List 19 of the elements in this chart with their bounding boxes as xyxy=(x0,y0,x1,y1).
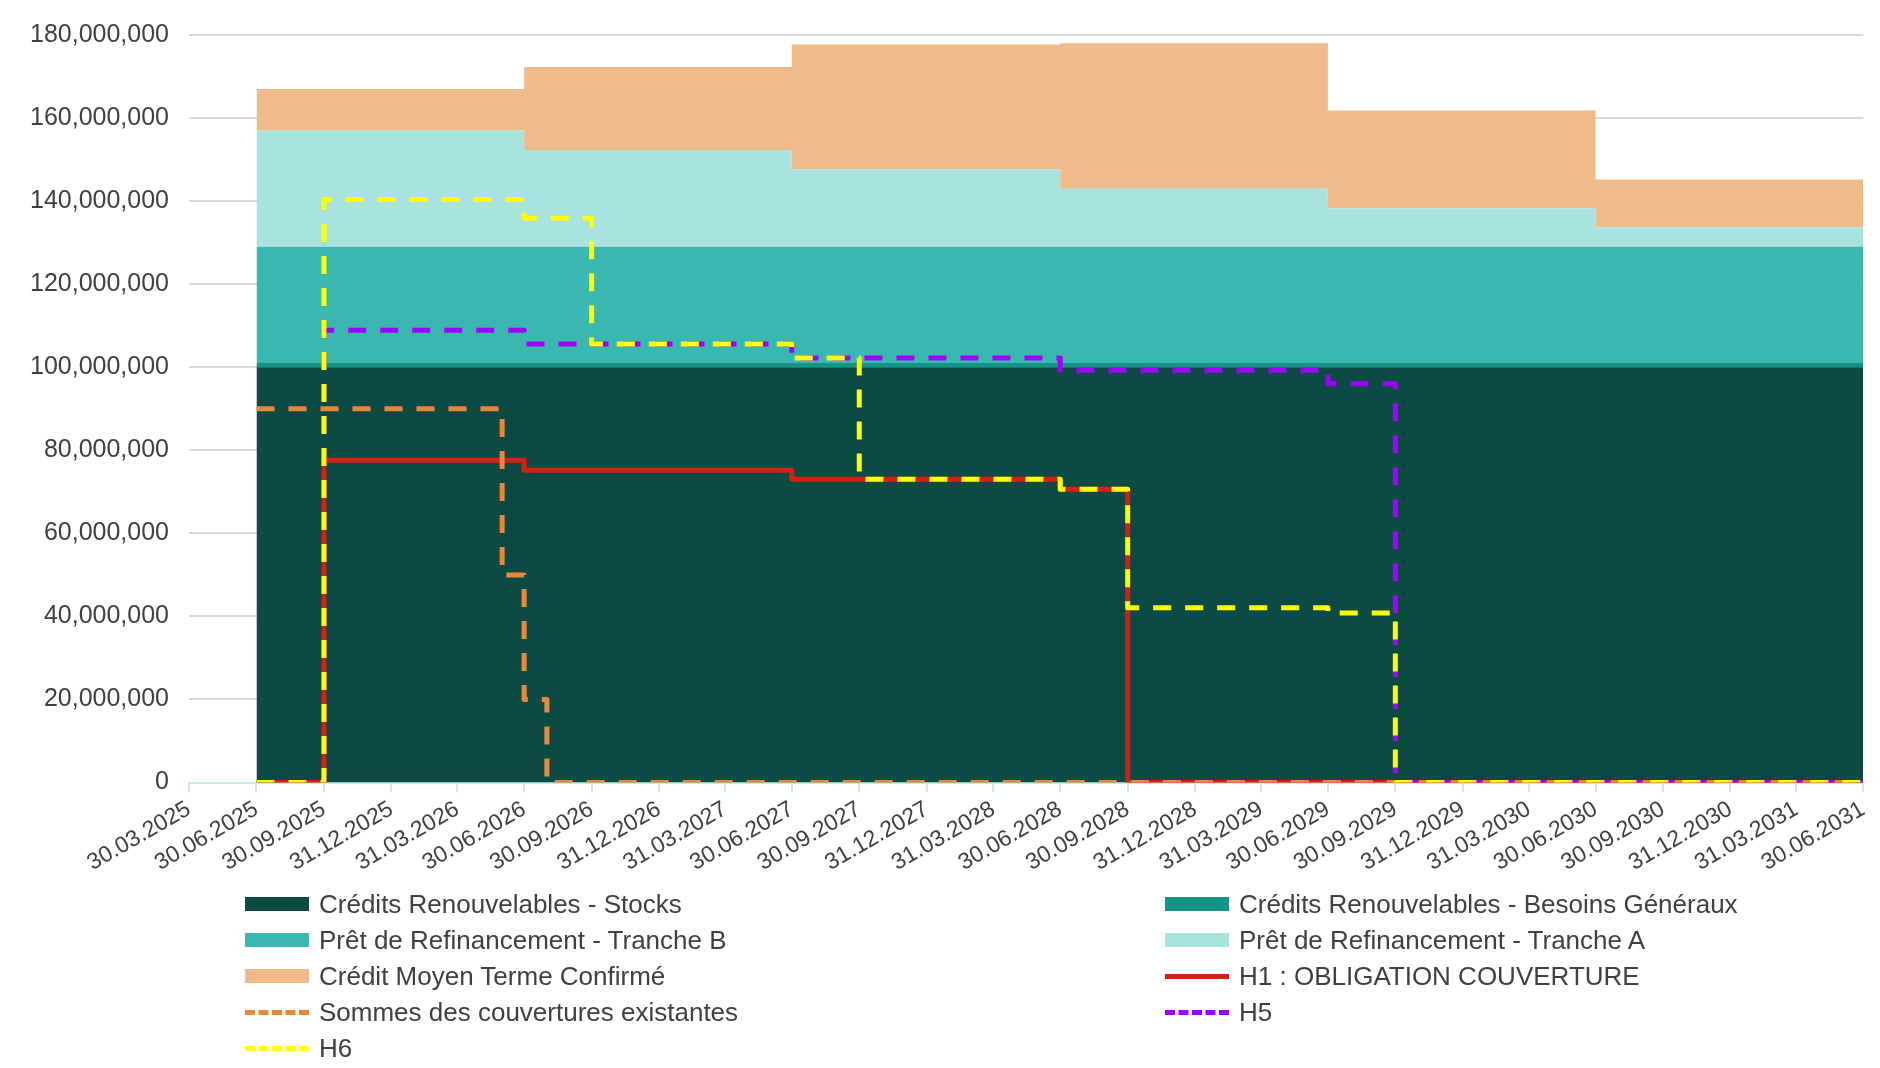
y-tick-label: 180,000,000 xyxy=(29,18,170,47)
legend-label: H1 : OBLIGATION COUVERTURE xyxy=(1239,960,1640,992)
legend-label: Sommes des couvertures existantes xyxy=(319,996,739,1028)
legend-label: Crédits Renouvelables - Besoins Généraux xyxy=(1239,888,1738,920)
y-tick-label: 80,000,000 xyxy=(43,434,170,463)
legend-label: Crédits Renouvelables - Stocks xyxy=(319,888,682,920)
y-tick-label: 120,000,000 xyxy=(29,268,170,297)
legend-label: Crédit Moyen Terme Confirmé xyxy=(319,960,666,992)
y-tick-label: 60,000,000 xyxy=(43,517,170,546)
y-tick-label: 20,000,000 xyxy=(43,683,170,712)
legend-label: H6 xyxy=(319,1032,353,1064)
legend-label: Prêt de Refinancement - Tranche A xyxy=(1239,924,1646,956)
y-tick-label: 40,000,000 xyxy=(43,600,170,629)
legend-label: Prêt de Refinancement - Tranche B xyxy=(319,924,727,956)
legend-label: H5 xyxy=(1239,996,1273,1028)
y-tick-label: 160,000,000 xyxy=(29,101,170,130)
y-tick-label: 0 xyxy=(155,766,170,795)
y-tick-label: 100,000,000 xyxy=(29,351,170,380)
y-tick-label: 140,000,000 xyxy=(29,185,170,214)
